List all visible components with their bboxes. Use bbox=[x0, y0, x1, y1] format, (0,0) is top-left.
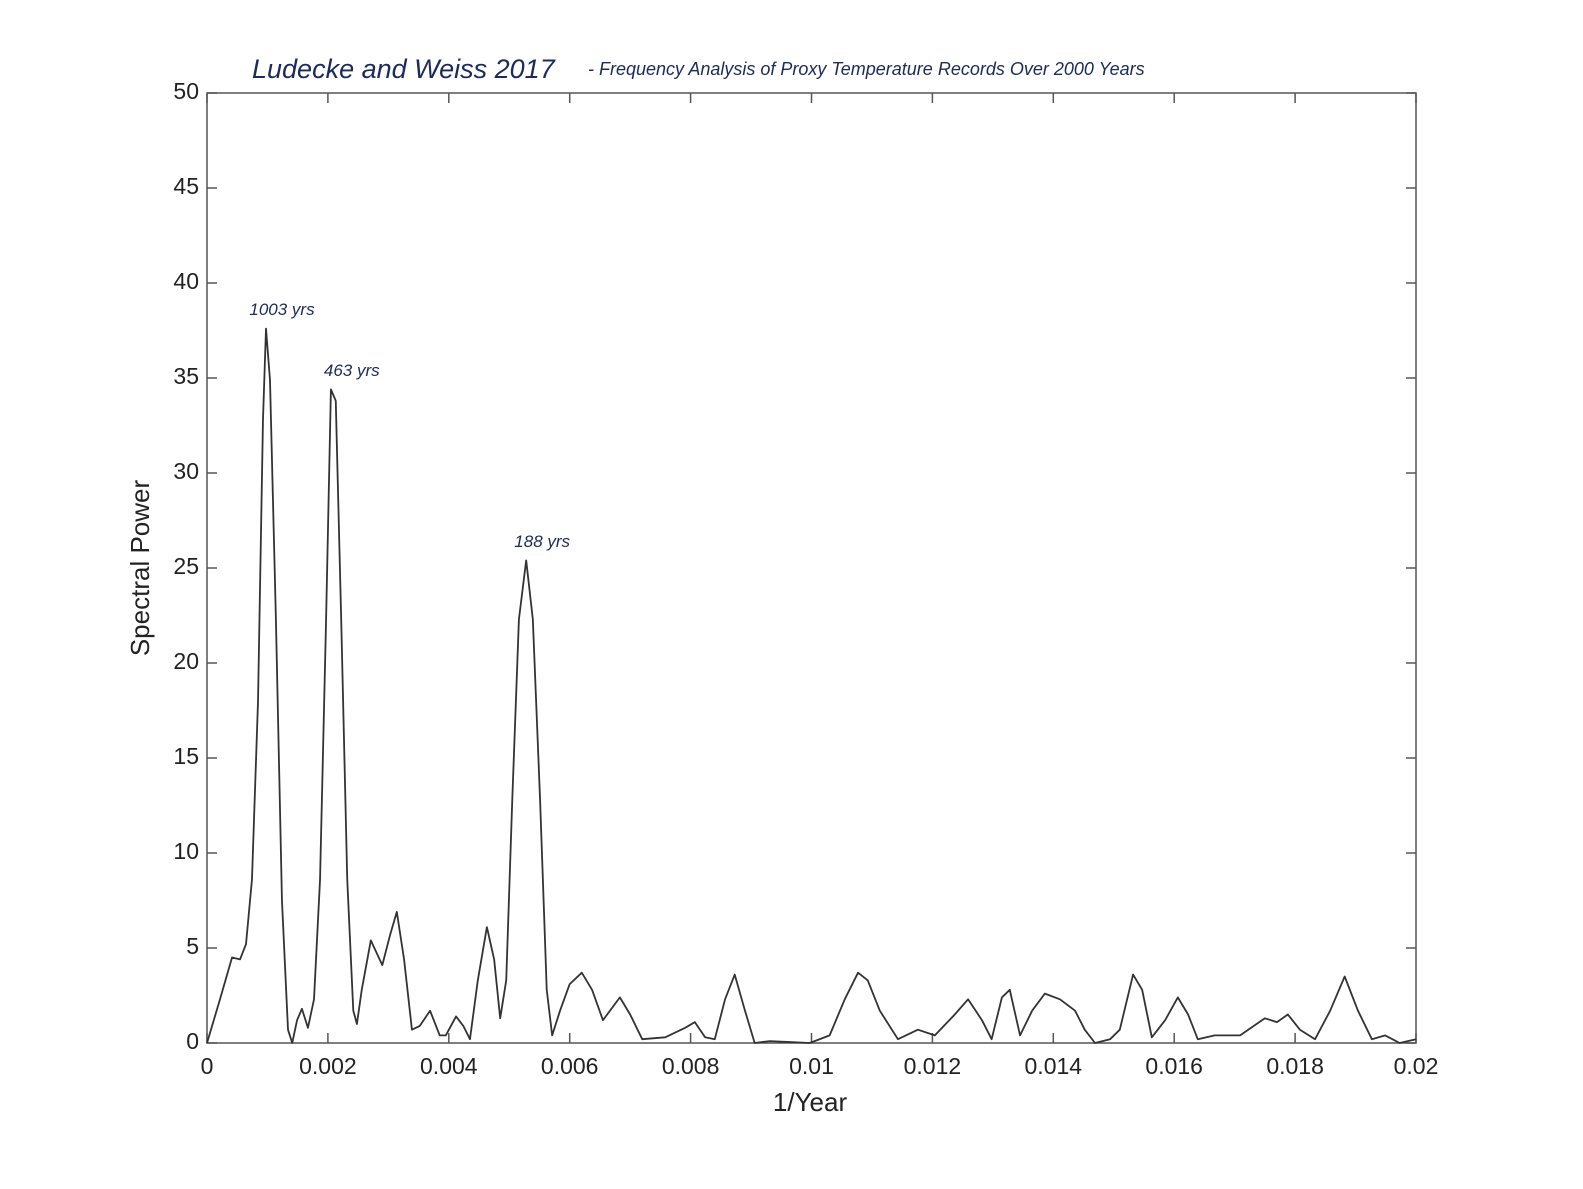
y-tick-label: 10 bbox=[173, 838, 199, 864]
y-axis-label: Spectral Power bbox=[125, 480, 155, 657]
x-tick-label: 0.008 bbox=[662, 1053, 720, 1079]
y-tick-label: 30 bbox=[173, 458, 199, 484]
y-tick-label: 35 bbox=[173, 363, 199, 389]
y-tick-label: 15 bbox=[173, 743, 199, 769]
annotation: 188 yrs bbox=[514, 532, 570, 551]
x-tick-label: 0.014 bbox=[1025, 1053, 1083, 1079]
x-tick-label: 0.016 bbox=[1145, 1053, 1203, 1079]
x-tick-label: 0 bbox=[201, 1053, 214, 1079]
x-tick-label: 0.02 bbox=[1394, 1053, 1439, 1079]
x-axis-label: 1/Year bbox=[773, 1087, 848, 1117]
x-tick-label: 0.006 bbox=[541, 1053, 599, 1079]
annotation: 1003 yrs bbox=[249, 300, 315, 319]
y-tick-label: 25 bbox=[173, 553, 199, 579]
x-tick-label: 0.002 bbox=[299, 1053, 357, 1079]
y-tick-label: 0 bbox=[186, 1028, 199, 1054]
x-tick-label: 0.018 bbox=[1266, 1053, 1324, 1079]
plot-frame bbox=[206, 92, 1417, 1044]
x-tick-label: 0.01 bbox=[789, 1053, 834, 1079]
y-tick-label: 40 bbox=[173, 268, 199, 294]
x-tick-label: 0.004 bbox=[420, 1053, 478, 1079]
line-series bbox=[206, 327, 1417, 1044]
chart-subtitle: - Frequency Analysis of Proxy Temperatur… bbox=[588, 59, 1145, 79]
chart-title: Ludecke and Weiss 2017 bbox=[252, 54, 556, 84]
y-tick-label: 45 bbox=[173, 173, 199, 199]
y-tick-label: 50 bbox=[173, 78, 199, 104]
x-tick-label: 0.012 bbox=[904, 1053, 962, 1079]
y-tick-label: 20 bbox=[173, 648, 199, 674]
y-tick-label: 5 bbox=[186, 933, 199, 959]
annotation: 463 yrs bbox=[324, 361, 380, 380]
